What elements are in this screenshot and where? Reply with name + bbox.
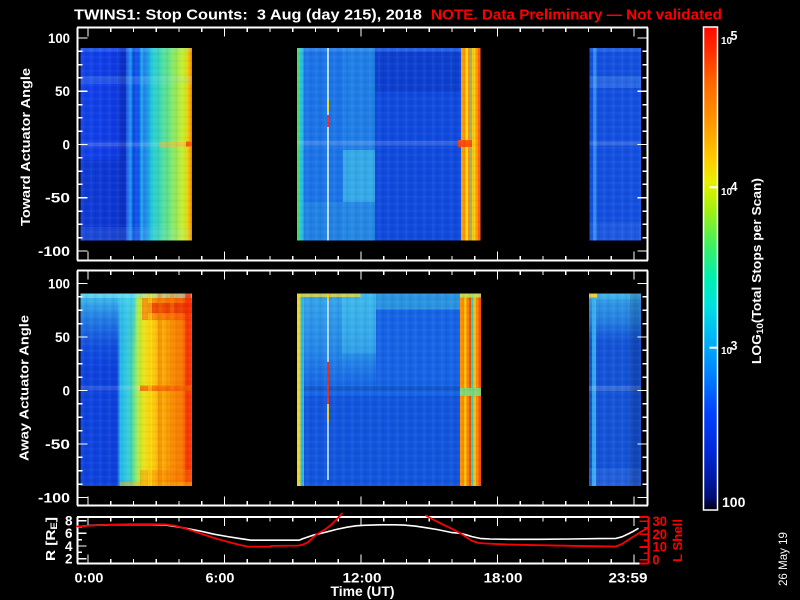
- svg-text:10: 10: [721, 346, 733, 357]
- svg-text:TWINS1: Stop Counts: 3 Aug (d: TWINS1: Stop Counts: 3 Aug (day 215), 20…: [74, 7, 422, 24]
- svg-text:20: 20: [653, 527, 668, 542]
- svg-text:10: 10: [721, 36, 733, 47]
- svg-text:2: 2: [65, 552, 73, 567]
- svg-text:Time (UT): Time (UT): [331, 583, 395, 599]
- svg-text:Away Actuator Angle: Away Actuator Angle: [17, 315, 32, 461]
- svg-text:6:00: 6:00: [206, 569, 235, 585]
- svg-text:30: 30: [653, 514, 668, 529]
- svg-text:-50: -50: [45, 437, 70, 452]
- svg-text:10: 10: [721, 187, 733, 198]
- svg-text:8: 8: [65, 513, 73, 528]
- svg-text:12:00: 12:00: [343, 569, 382, 585]
- svg-text:L Shell: L Shell: [670, 519, 685, 562]
- svg-text:4: 4: [731, 180, 738, 194]
- svg-text:18:00: 18:00: [484, 569, 523, 585]
- svg-text:100: 100: [722, 494, 746, 510]
- svg-text:10: 10: [653, 540, 668, 555]
- svg-text:3: 3: [731, 339, 738, 353]
- svg-text:6: 6: [65, 526, 73, 541]
- svg-text:0: 0: [63, 137, 71, 152]
- svg-text:-50: -50: [45, 191, 70, 206]
- svg-text:LOG10(Total Stops per Scan): LOG10(Total Stops per Scan): [750, 178, 765, 364]
- svg-text:0:00: 0:00: [75, 569, 104, 585]
- svg-text:4: 4: [65, 539, 73, 554]
- svg-text:5: 5: [731, 29, 738, 43]
- svg-text:100: 100: [48, 31, 70, 46]
- svg-text:100: 100: [48, 276, 70, 291]
- svg-text:0: 0: [653, 553, 660, 568]
- svg-text:50: 50: [55, 330, 70, 345]
- svg-text:NOTE. Data Preliminary — Not v: NOTE. Data Preliminary — Not validated: [431, 7, 722, 24]
- svg-text:-100: -100: [38, 244, 70, 259]
- svg-text:0: 0: [63, 383, 71, 398]
- svg-text:50: 50: [55, 84, 70, 99]
- svg-text:Toward Actuator Angle: Toward Actuator Angle: [18, 68, 33, 226]
- svg-text:23:59: 23:59: [609, 569, 648, 585]
- svg-text:-100: -100: [38, 490, 70, 505]
- svg-text:26 May 19: 26 May 19: [776, 532, 790, 586]
